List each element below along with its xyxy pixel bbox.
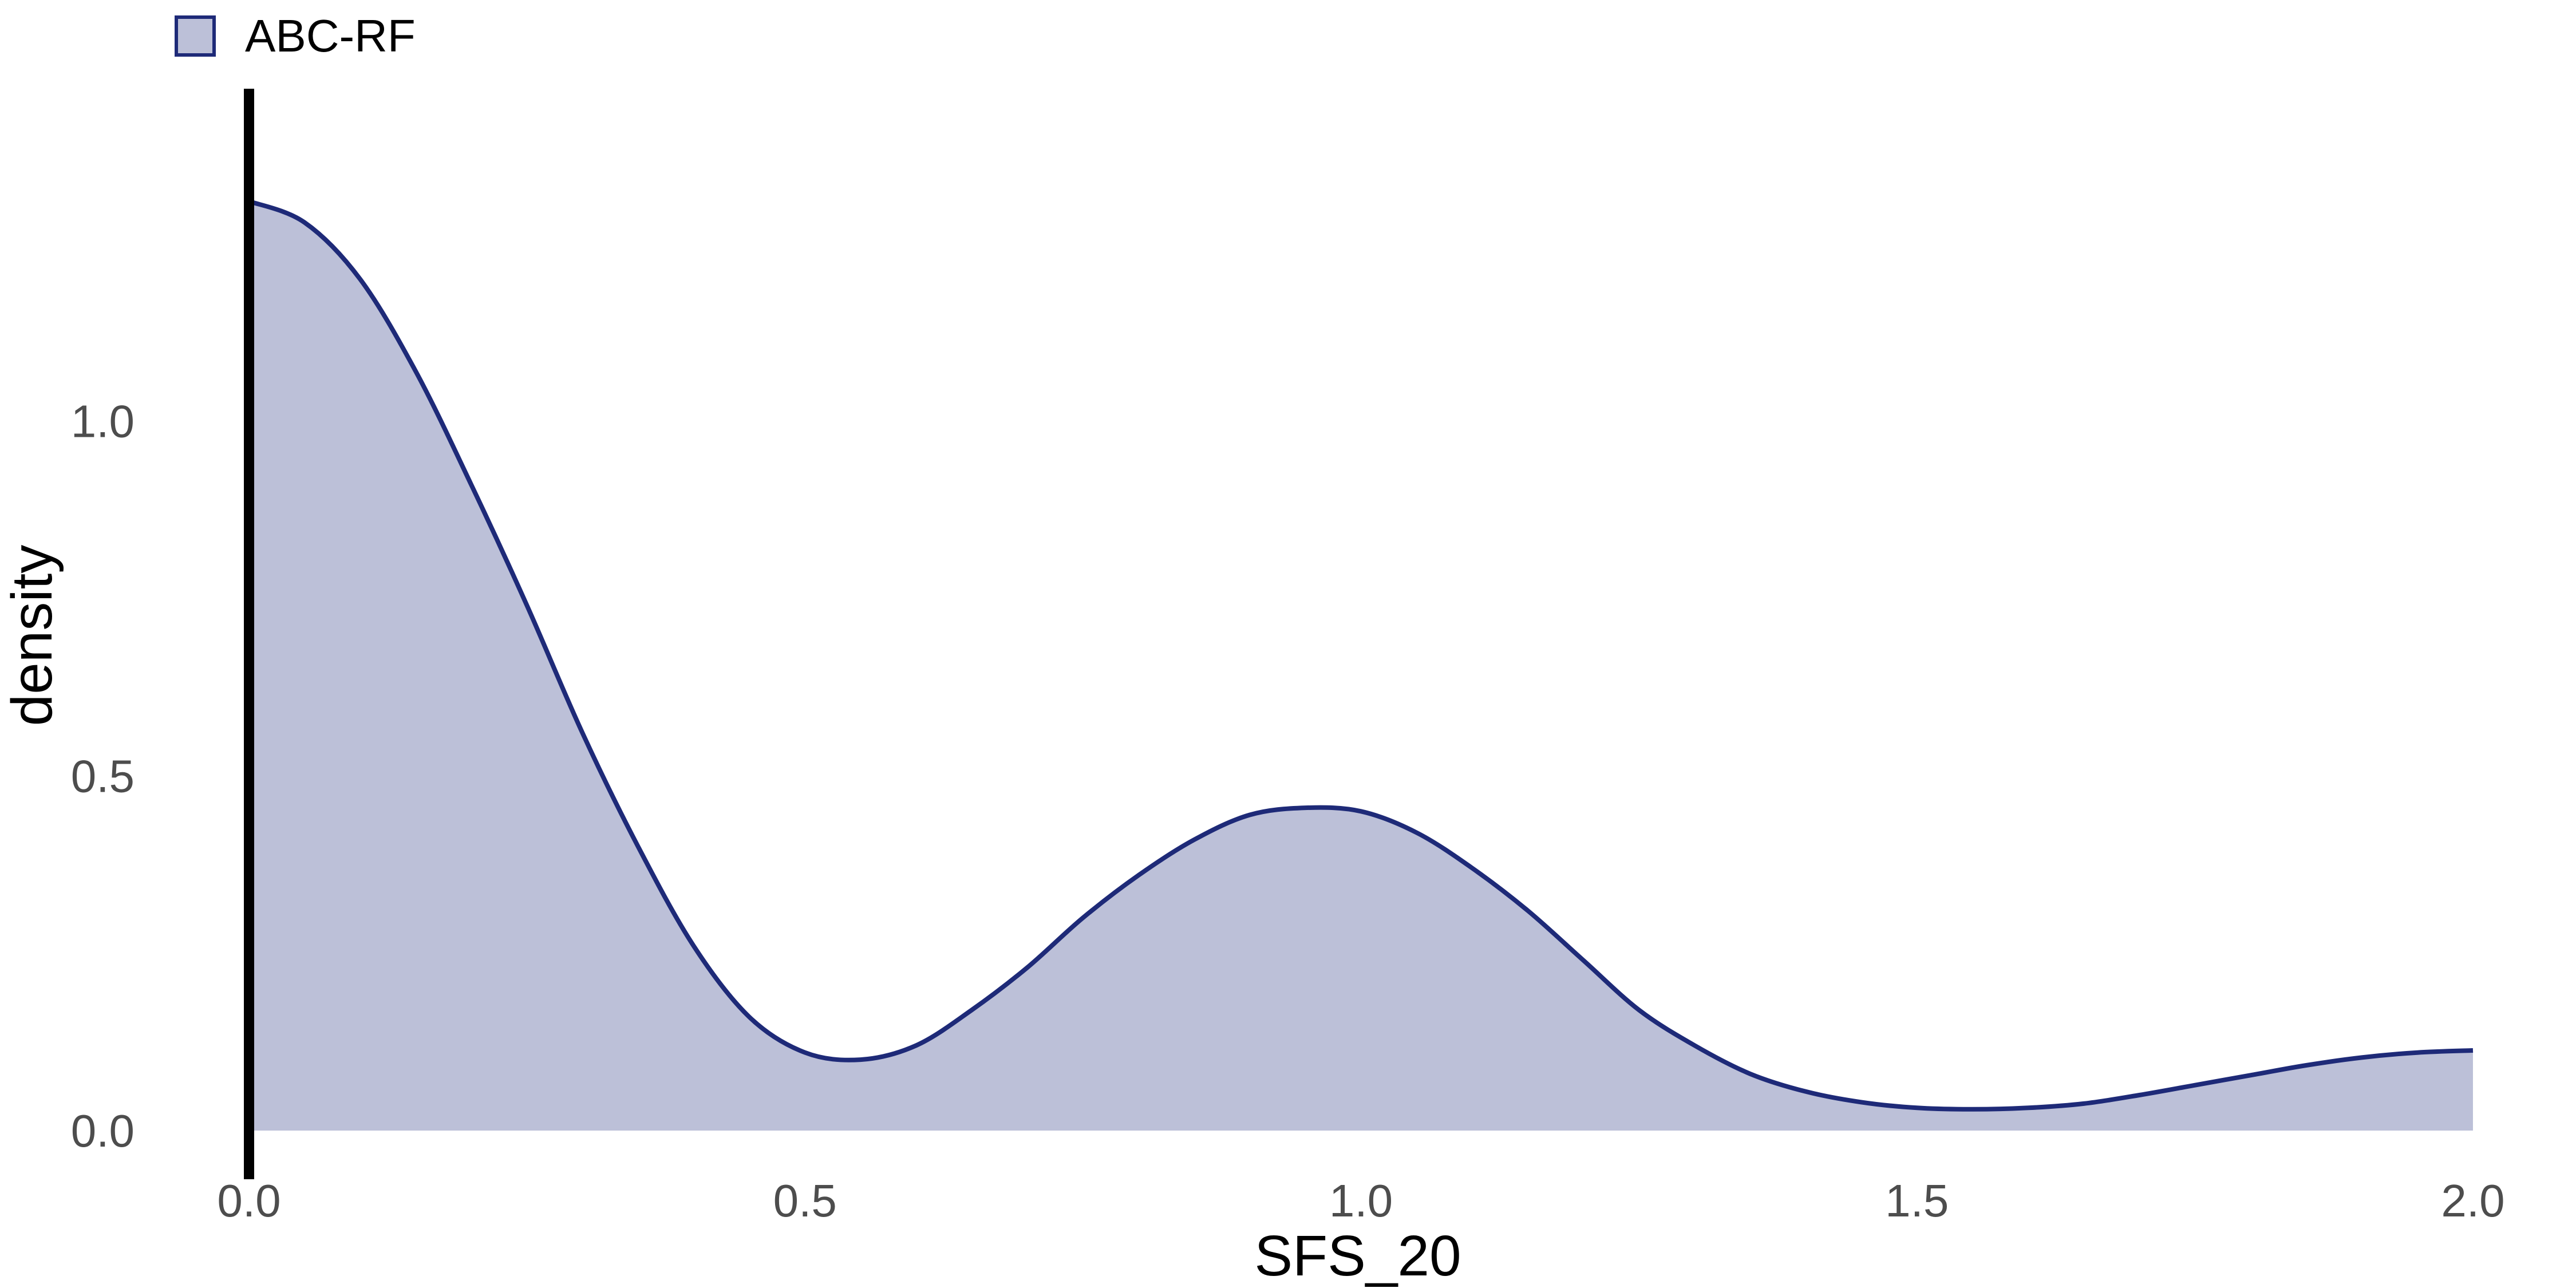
- y-tick-label: 0.0: [71, 1105, 135, 1156]
- x-tick-label: 2.0: [2441, 1175, 2504, 1226]
- y-axis-title: density: [0, 545, 64, 726]
- density-area-fill: [249, 201, 2473, 1131]
- y-axis-ticks: 0.0 0.5 1.0: [71, 396, 135, 1156]
- x-axis-title: SFS_20: [1254, 1224, 1461, 1288]
- legend-swatch: [175, 15, 216, 57]
- x-tick-label: 1.0: [1329, 1175, 1393, 1226]
- legend-label-abc-rf: ABC-RF: [245, 10, 416, 61]
- x-tick-label: 1.5: [1885, 1175, 1949, 1226]
- legend: ABC-RF: [175, 10, 416, 61]
- x-axis-ticks: 0.0 0.5 1.0 1.5 2.0: [217, 1175, 2504, 1226]
- density-curve-line: [248, 199, 2474, 1112]
- x-tick-label: 0.0: [217, 1175, 280, 1226]
- y-tick-label: 1.0: [71, 396, 135, 447]
- plot-area: [244, 89, 2474, 1179]
- x-tick-label: 0.5: [773, 1175, 837, 1226]
- y-tick-label: 0.5: [71, 750, 135, 801]
